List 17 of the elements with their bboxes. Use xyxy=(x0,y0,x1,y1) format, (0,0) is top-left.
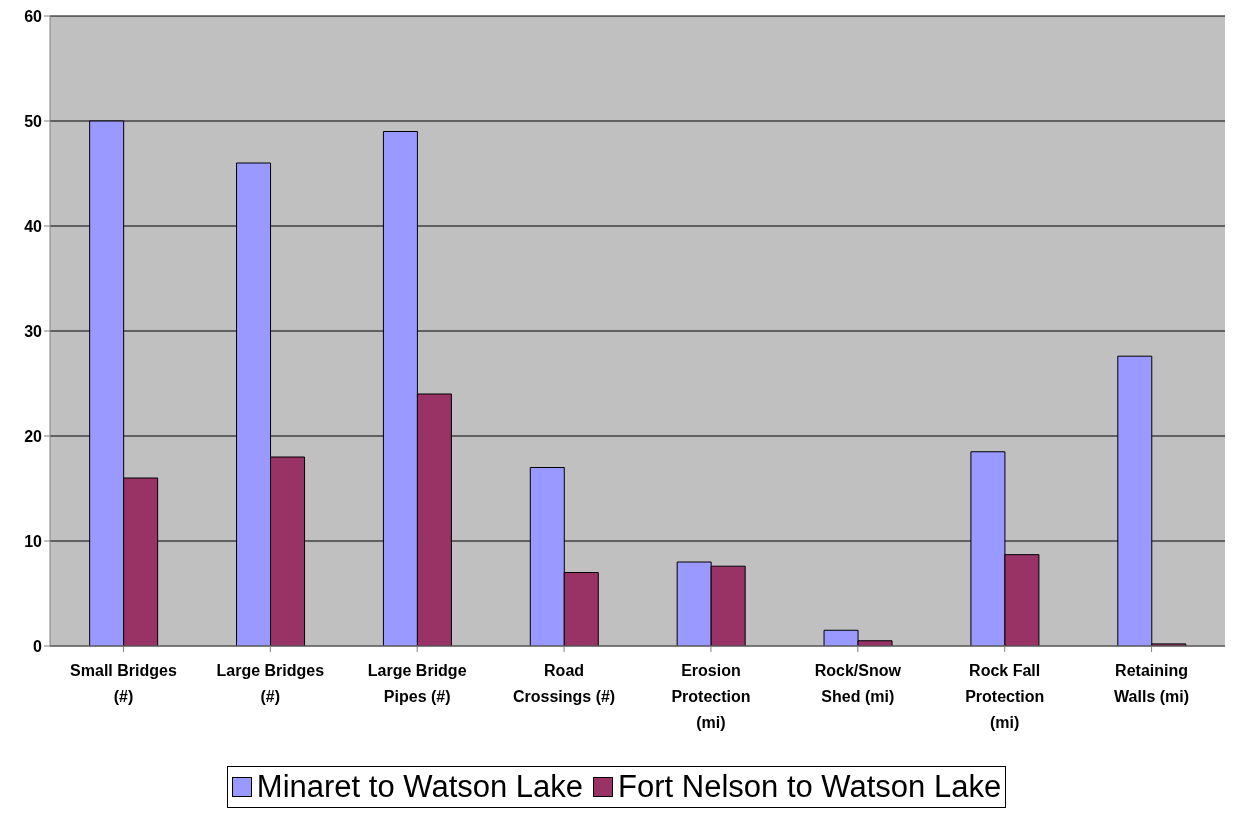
x-tick-label: Retaining Walls (mi) xyxy=(1114,662,1190,705)
x-tick-label: Large Bridges (#) xyxy=(216,662,325,705)
legend-label: Minaret to Watson Lake xyxy=(255,769,584,805)
x-tick-label: Erosion Protection (mi) xyxy=(671,662,751,731)
x-tick-label: Rock Fall Protection (mi) xyxy=(965,662,1045,731)
y-tick-label: 50 xyxy=(24,112,43,130)
y-tick-label: 30 xyxy=(24,322,43,340)
y-tick-label: 40 xyxy=(24,217,43,235)
y-tick-label: 20 xyxy=(24,427,43,445)
x-tick-label: Road Crossings (#) xyxy=(512,662,616,705)
legend-label: Fort Nelson to Watson Lake xyxy=(617,769,1002,805)
x-tick-label: Rock/Snow Shed (mi) xyxy=(814,662,902,705)
y-tick-label: 10 xyxy=(24,532,43,550)
y-tick-label: 0 xyxy=(33,637,43,655)
y-tick-label: 60 xyxy=(24,7,43,25)
x-tick-label: Small Bridges (#) xyxy=(70,662,177,705)
x-tick-label: Large Bridge Pipes (#) xyxy=(367,662,467,705)
